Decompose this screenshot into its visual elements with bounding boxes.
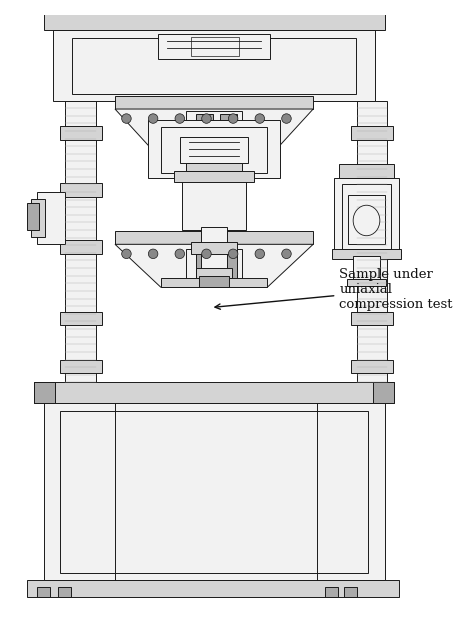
Circle shape — [122, 114, 131, 124]
Bar — [196, 253, 213, 283]
Bar — [347, 279, 385, 286]
Bar — [148, 120, 280, 178]
Circle shape — [202, 249, 211, 258]
Bar — [342, 184, 391, 249]
Bar — [344, 587, 357, 597]
Bar — [27, 579, 399, 597]
Bar — [180, 137, 248, 163]
Bar — [60, 126, 101, 140]
Bar — [27, 203, 39, 230]
Bar — [182, 178, 246, 230]
Bar — [351, 312, 393, 325]
Bar — [58, 587, 71, 597]
Bar — [115, 231, 313, 244]
Bar — [158, 34, 270, 58]
Circle shape — [175, 114, 184, 124]
Polygon shape — [115, 244, 313, 287]
Circle shape — [282, 114, 291, 124]
Bar — [53, 1, 375, 13]
Bar — [220, 114, 237, 147]
Circle shape — [255, 249, 264, 258]
Bar — [60, 183, 101, 197]
Bar — [53, 30, 375, 101]
Bar — [44, 13, 384, 30]
Circle shape — [122, 249, 131, 258]
Bar — [34, 383, 394, 404]
Bar — [351, 360, 393, 373]
Circle shape — [202, 114, 211, 124]
Bar — [373, 383, 394, 404]
Bar — [334, 178, 399, 256]
Bar — [156, 144, 272, 154]
Bar — [161, 278, 267, 287]
Bar — [186, 249, 242, 285]
Bar — [351, 240, 393, 254]
Bar — [60, 240, 101, 254]
Bar — [325, 587, 338, 597]
Bar — [191, 37, 239, 56]
Bar — [348, 195, 384, 244]
Polygon shape — [115, 109, 313, 154]
Bar — [37, 192, 65, 244]
Text: Sample under
uniaxial
compression test: Sample under uniaxial compression test — [215, 268, 453, 311]
Bar — [196, 268, 232, 278]
Bar — [220, 253, 237, 283]
Bar — [161, 127, 267, 173]
Bar — [351, 126, 393, 140]
Bar — [199, 276, 229, 287]
Bar — [34, 383, 55, 404]
Bar — [60, 312, 101, 325]
Bar — [191, 242, 237, 254]
Bar — [196, 114, 213, 147]
Circle shape — [175, 249, 184, 258]
Circle shape — [228, 114, 238, 124]
Circle shape — [148, 114, 158, 124]
Bar — [44, 404, 384, 579]
Bar — [115, 96, 313, 109]
Bar — [60, 360, 101, 373]
Bar — [65, 101, 96, 383]
Bar — [353, 256, 380, 283]
Bar — [357, 101, 387, 383]
Bar — [332, 249, 401, 258]
Bar — [174, 171, 254, 183]
Bar — [60, 411, 368, 573]
Bar — [31, 199, 45, 237]
Ellipse shape — [353, 205, 380, 236]
Bar — [186, 163, 242, 171]
Bar — [72, 38, 356, 94]
Bar — [339, 165, 394, 178]
Circle shape — [148, 249, 158, 258]
Circle shape — [282, 249, 291, 258]
Bar — [201, 227, 228, 273]
Bar — [37, 587, 50, 597]
Bar — [351, 183, 393, 197]
Bar — [186, 111, 242, 149]
Circle shape — [255, 114, 264, 124]
Circle shape — [228, 249, 238, 258]
